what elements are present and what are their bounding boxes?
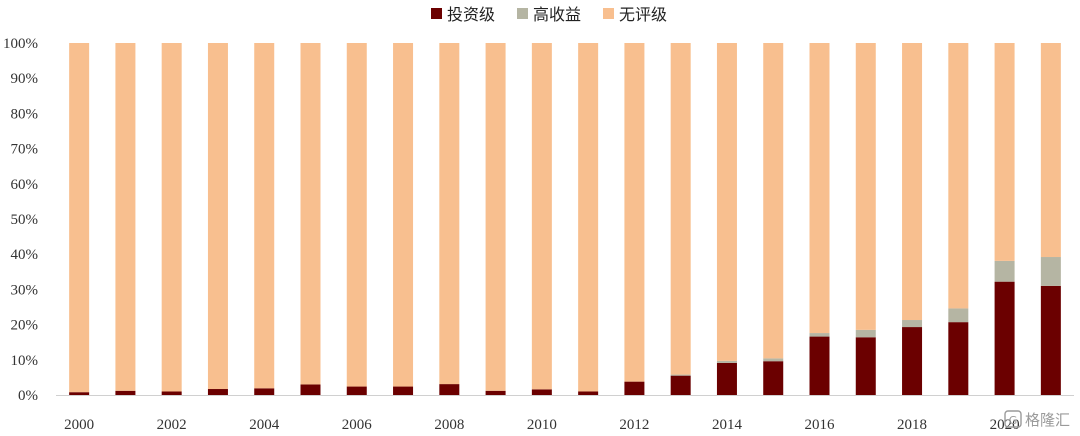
bar-segment-2021-无评级 — [1040, 43, 1061, 258]
bar-segment-2011-投资级 — [578, 391, 599, 395]
bar-segment-2015-无评级 — [763, 43, 784, 359]
y-tick-label: 70% — [11, 142, 39, 158]
bar-segment-2006-投资级 — [346, 386, 367, 395]
watermark: G 格隆汇 — [1004, 410, 1070, 429]
y-tick-label: 90% — [11, 71, 39, 87]
y-tick-label: 60% — [11, 177, 39, 193]
bar-segment-2003-投资级 — [207, 389, 228, 395]
legend-swatch — [517, 8, 528, 19]
bar-segment-2014-投资级 — [716, 362, 737, 395]
bar-segment-2015-高收益 — [763, 358, 784, 362]
bar-segment-2006-无评级 — [346, 43, 367, 387]
bar-segment-2018-投资级 — [902, 327, 923, 395]
y-tick-label: 50% — [11, 212, 39, 228]
bar-segment-2001-无评级 — [115, 43, 136, 391]
y-tick-label: 10% — [11, 353, 39, 369]
x-tick-label: 2006 — [342, 417, 373, 433]
bar-segment-2019-投资级 — [948, 322, 969, 395]
bar-segment-2017-高收益 — [855, 329, 876, 338]
legend-label: 无评级 — [619, 5, 667, 24]
x-tick-label: 2016 — [805, 417, 836, 433]
legend: 投资级 高收益 无评级 — [431, 5, 667, 24]
x-tick-label: 2010 — [527, 417, 557, 433]
legend-swatch — [431, 8, 442, 19]
y-tick-label: 80% — [11, 106, 39, 122]
x-tick-label: 2014 — [712, 417, 743, 433]
bar-segment-2017-投资级 — [855, 337, 876, 395]
bar-segment-2000-投资级 — [69, 392, 90, 395]
bar-segment-2008-投资级 — [439, 384, 460, 395]
bar-segment-2002-无评级 — [161, 43, 182, 392]
watermark-text: 格隆汇 — [1025, 411, 1070, 429]
bar-segment-2009-投资级 — [485, 390, 506, 395]
bar-segment-2019-高收益 — [948, 308, 969, 323]
bar-segment-2017-无评级 — [855, 43, 876, 330]
bar-segment-2012-投资级 — [624, 381, 645, 395]
bar-segment-2014-无评级 — [716, 43, 737, 361]
y-tick-label: 20% — [11, 318, 39, 334]
bar-segment-2007-无评级 — [393, 43, 414, 387]
bar-segment-2016-投资级 — [809, 336, 830, 395]
bar-segment-2014-高收益 — [716, 360, 737, 363]
x-tick-label: 2002 — [157, 417, 187, 433]
bar-segment-2007-投资级 — [393, 386, 414, 395]
bar-segment-2015-投资级 — [763, 361, 784, 395]
legend-label: 高收益 — [533, 5, 581, 24]
bar-segment-2001-投资级 — [115, 390, 136, 395]
y-tick-label: 30% — [11, 282, 39, 298]
x-tick-label: 2018 — [897, 417, 927, 433]
y-tick-label: 0% — [18, 388, 38, 404]
x-tick-label: 2008 — [434, 417, 464, 433]
bars — [69, 43, 1061, 395]
bar-segment-2019-无评级 — [948, 43, 969, 309]
bar-segment-2013-无评级 — [670, 43, 691, 375]
bar-segment-2004-投资级 — [254, 388, 275, 395]
x-axis: 2000 2002 2004 2006 2008 2010 2012 2014 2016 2018… — [56, 395, 1074, 433]
bar-segment-2010-无评级 — [531, 43, 552, 390]
bar-segment-2020-高收益 — [994, 260, 1015, 282]
x-tick-label: 2012 — [619, 417, 649, 433]
bar-segment-2016-无评级 — [809, 43, 830, 334]
bar-segment-2016-高收益 — [809, 333, 830, 337]
legend-swatch — [603, 8, 614, 19]
bar-segment-2013-高收益 — [670, 374, 691, 376]
bar-segment-2011-无评级 — [578, 43, 599, 392]
y-axis: 0% 10% 20% 30% 40% 50% 60% 70% 80% 90% 100% — [3, 36, 38, 404]
bar-segment-2000-无评级 — [69, 43, 90, 393]
legend-label: 投资级 — [447, 5, 495, 24]
bar-segment-2018-无评级 — [902, 43, 923, 321]
bar-segment-2021-高收益 — [1040, 257, 1061, 286]
y-tick-label: 40% — [11, 247, 39, 263]
y-tick-label: 100% — [3, 36, 38, 52]
bar-segment-2012-无评级 — [624, 43, 645, 382]
bar-segment-2005-投资级 — [300, 384, 321, 395]
bar-segment-2021-投资级 — [1040, 285, 1061, 395]
gelonghui-logo-glyph: G — [1009, 414, 1018, 427]
bar-segment-2003-无评级 — [207, 43, 228, 390]
bar-segment-2010-投资级 — [531, 389, 552, 395]
bar-segment-2008-无评级 — [439, 43, 460, 385]
bar-segment-2004-无评级 — [254, 43, 275, 389]
bar-segment-2002-投资级 — [161, 391, 182, 395]
x-tick-label: 2000 — [64, 417, 94, 433]
bar-segment-2020-投资级 — [994, 281, 1015, 395]
bar-segment-2013-投资级 — [670, 375, 691, 395]
bar-segment-2005-无评级 — [300, 43, 321, 385]
bar-segment-2018-高收益 — [902, 320, 923, 328]
bar-segment-2020-无评级 — [994, 43, 1015, 261]
gelonghui-logo-icon — [1004, 410, 1022, 428]
bar-segment-2009-无评级 — [485, 43, 506, 391]
x-tick-label: 2004 — [249, 417, 280, 433]
